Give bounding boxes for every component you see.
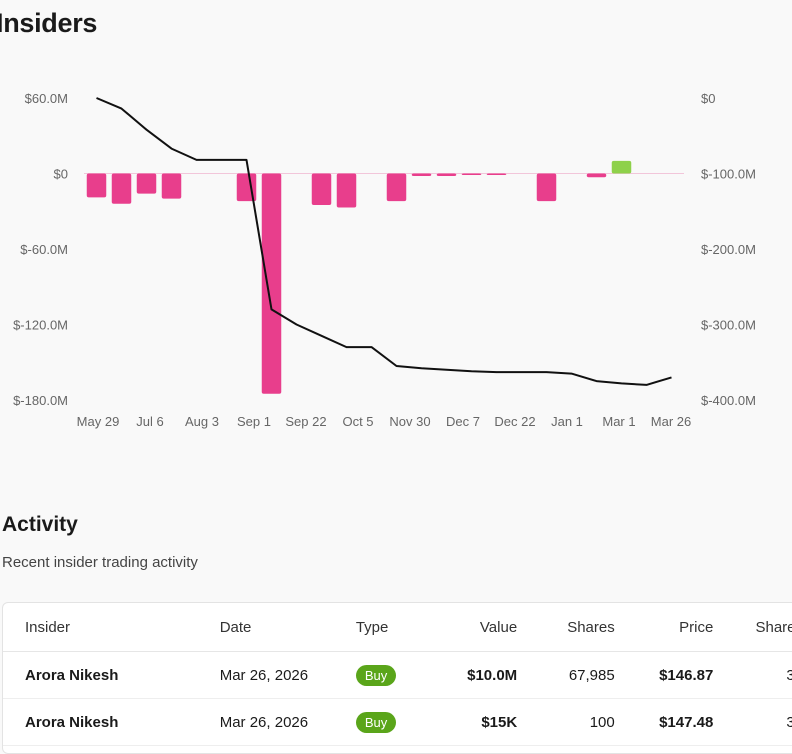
cumulative-line-path [97, 98, 672, 385]
column-header-date[interactable]: Date [220, 603, 356, 652]
bar-dec-22 [487, 174, 507, 176]
column-header-type[interactable]: Type [356, 603, 436, 652]
x-tick-label: Sep 1 [237, 414, 271, 429]
chart-cumulative-line [96, 98, 671, 385]
trade-price: $146.87 [615, 652, 714, 699]
x-axis: May 29 Jul 6 Aug 3 Sep 1 Sep 22 Oct 5 Nov 30 De… [77, 414, 692, 429]
bar-jun-15 [112, 174, 132, 204]
y-left-tick-label: $0 [54, 167, 68, 182]
table-header-row: Insider Date Type Value Shares Price Sha… [3, 603, 792, 652]
y-right-tick-label: $-200.0M [701, 242, 756, 257]
y-left-tick-label: $-120.0M [13, 318, 68, 333]
bar-mar-1 [587, 174, 607, 178]
chart-bars [87, 161, 632, 394]
bar-sep-28 [312, 174, 332, 205]
type-badge: Buy [356, 665, 396, 686]
activity-subtitle: Recent insider trading activity [2, 554, 198, 571]
y-left-tick-label: $-60.0M [20, 242, 68, 257]
x-tick-label: May 29 [77, 414, 120, 429]
x-tick-label: Aug 3 [185, 414, 219, 429]
y-left-tick-label: $60.0M [25, 91, 68, 106]
bar-mar-15 [612, 161, 632, 174]
x-tick-label: Mar 1 [602, 414, 635, 429]
y-right-tick-label: $0 [701, 91, 715, 106]
bar-jan-1 [537, 174, 557, 202]
x-tick-label: Jan 1 [551, 414, 583, 429]
bar-dec-3 [412, 174, 432, 177]
column-header-insider[interactable]: Insider [3, 603, 220, 652]
type-badge: Buy [356, 712, 396, 733]
column-header-price[interactable]: Price [615, 603, 714, 652]
table-row[interactable]: Arora Nikesh Mar 26, 2026 Buy $10.0M 67,… [3, 652, 792, 699]
bar-may-29 [87, 174, 107, 198]
trade-shares: 100 [517, 699, 615, 746]
y-axis-right: $0 $-100.0M $-200.0M $-300.0M $-400.0M [701, 91, 756, 408]
insiders-chart: $60.0M $0 $-60.0M $-120.0M $-180.0M $0 $-100.… [0, 80, 792, 450]
activity-title: Activity [2, 513, 78, 537]
y-right-tick-label: $-300.0M [701, 318, 756, 333]
trade-shares: 67,985 [517, 652, 615, 699]
bar-jul-20 [162, 174, 182, 199]
y-right-tick-label: $-400.0M [701, 393, 756, 408]
y-axis-left: $60.0M $0 $-60.0M $-120.0M $-180.0M [13, 91, 68, 408]
x-tick-label: Mar 26 [651, 414, 691, 429]
x-tick-label: Dec 22 [494, 414, 535, 429]
table-row[interactable]: Arora Nikesh Mar 26, 2026 Buy $15K 100 $… [3, 699, 792, 746]
x-tick-label: Dec 7 [446, 414, 480, 429]
shares-owned: 34 [713, 652, 792, 699]
insider-name: Arora Nikesh [3, 652, 220, 699]
trade-price: $147.48 [615, 699, 714, 746]
x-tick-label: Jul 6 [136, 414, 163, 429]
bar-jul-6 [137, 174, 157, 194]
trade-date: Mar 26, 2026 [220, 652, 356, 699]
column-header-shares-owned[interactable]: Shares [713, 603, 792, 652]
bar-oct-5 [337, 174, 357, 208]
bar-sep-10 [262, 174, 282, 394]
column-header-shares[interactable]: Shares [517, 603, 615, 652]
trade-value: $10.0M [435, 652, 517, 699]
page-title: Insiders [0, 8, 97, 39]
y-right-tick-label: $-100.0M [701, 167, 756, 182]
insider-name: Arora Nikesh [3, 699, 220, 746]
bar-dec-12 [462, 174, 482, 176]
x-tick-label: Nov 30 [389, 414, 430, 429]
x-tick-label: Sep 22 [285, 414, 326, 429]
x-tick-label: Oct 5 [342, 414, 373, 429]
y-left-tick-label: $-180.0M [13, 393, 68, 408]
shares-owned: 34 [713, 699, 792, 746]
trade-date: Mar 26, 2026 [220, 699, 356, 746]
bar-nov-30 [387, 174, 407, 202]
bar-dec-7 [437, 174, 457, 177]
column-header-value[interactable]: Value [435, 603, 517, 652]
trade-value: $15K [435, 699, 517, 746]
activity-table: Insider Date Type Value Shares Price Sha… [2, 602, 792, 754]
